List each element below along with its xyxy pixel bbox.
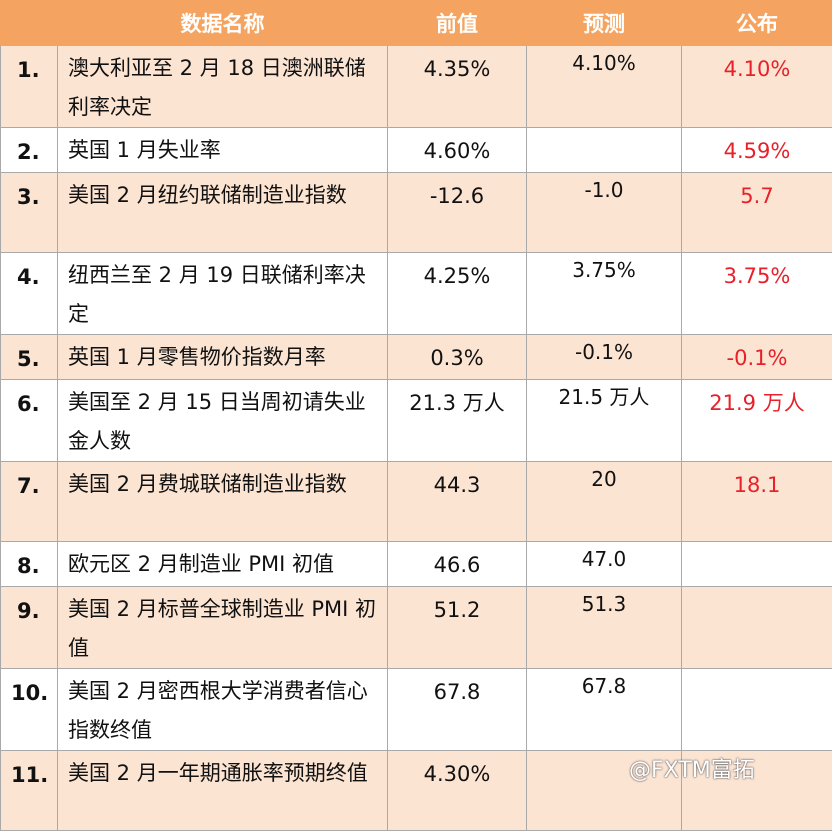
row-published	[682, 669, 832, 751]
row-published: -0.1%	[682, 335, 832, 380]
table-row: 10. 美国 2 月密西根大学消费者信心指数终值 67.8 67.8	[1, 669, 832, 751]
row-name: 美国 2 月标普全球制造业 PMI 初值	[58, 587, 388, 669]
table-row: 3. 美国 2 月纽约联储制造业指数 -12.6 -1.0 5.7	[1, 173, 832, 253]
row-forecast: 21.5 万人	[527, 380, 682, 462]
row-published	[682, 587, 832, 669]
row-prev: 4.35%	[388, 46, 527, 128]
row-forecast: 3.75%	[527, 253, 682, 335]
row-prev: 4.30%	[388, 751, 527, 831]
table-row: 4. 纽西兰至 2 月 19 日联储利率决定 4.25% 3.75% 3.75%	[1, 253, 832, 335]
row-prev: 51.2	[388, 587, 527, 669]
row-published: 4.10%	[682, 46, 832, 128]
row-prev: 67.8	[388, 669, 527, 751]
row-number: 2.	[1, 128, 58, 173]
row-prev: 0.3%	[388, 335, 527, 380]
row-name: 纽西兰至 2 月 19 日联储利率决定	[58, 253, 388, 335]
row-published: 18.1	[682, 462, 832, 542]
row-prev: 46.6	[388, 542, 527, 587]
row-name: 澳大利亚至 2 月 18 日澳洲联储利率决定	[58, 46, 388, 128]
row-published: 3.75%	[682, 253, 832, 335]
row-published: 21.9 万人	[682, 380, 832, 462]
row-prev: 4.60%	[388, 128, 527, 173]
row-prev: 4.25%	[388, 253, 527, 335]
row-prev: 44.3	[388, 462, 527, 542]
table-row: 6. 美国至 2 月 15 日当周初请失业金人数 21.3 万人 21.5 万人…	[1, 380, 832, 462]
row-forecast: 51.3	[527, 587, 682, 669]
header-forecast: 预测	[527, 1, 682, 46]
row-number: 8.	[1, 542, 58, 587]
row-name: 英国 1 月失业率	[58, 128, 388, 173]
table-row: 2. 英国 1 月失业率 4.60% 4.59%	[1, 128, 832, 173]
table-row: 7. 美国 2 月费城联储制造业指数 44.3 20 18.1	[1, 462, 832, 542]
table-row: 8. 欧元区 2 月制造业 PMI 初值 46.6 47.0	[1, 542, 832, 587]
row-name: 美国 2 月一年期通胀率预期终值	[58, 751, 388, 831]
row-number: 1.	[1, 46, 58, 128]
row-number: 10.	[1, 669, 58, 751]
row-number: 11.	[1, 751, 58, 831]
row-forecast: 4.10%	[527, 46, 682, 128]
row-number: 5.	[1, 335, 58, 380]
row-published	[682, 542, 832, 587]
header-prev: 前值	[388, 1, 527, 46]
header-index	[1, 1, 58, 46]
row-number: 3.	[1, 173, 58, 253]
row-name: 美国 2 月纽约联储制造业指数	[58, 173, 388, 253]
header-published: 公布	[682, 1, 832, 46]
row-name: 欧元区 2 月制造业 PMI 初值	[58, 542, 388, 587]
row-number: 6.	[1, 380, 58, 462]
row-name: 英国 1 月零售物价指数月率	[58, 335, 388, 380]
header-name: 数据名称	[58, 1, 388, 46]
row-published: 5.7	[682, 173, 832, 253]
row-forecast: -0.1%	[527, 335, 682, 380]
row-prev: -12.6	[388, 173, 527, 253]
row-published: 4.59%	[682, 128, 832, 173]
row-number: 9.	[1, 587, 58, 669]
table-row: 5. 英国 1 月零售物价指数月率 0.3% -0.1% -0.1%	[1, 335, 832, 380]
row-forecast: 47.0	[527, 542, 682, 587]
row-forecast: 20	[527, 462, 682, 542]
row-prev: 21.3 万人	[388, 380, 527, 462]
table-row: 9. 美国 2 月标普全球制造业 PMI 初值 51.2 51.3	[1, 587, 832, 669]
row-number: 4.	[1, 253, 58, 335]
table-header-row: 数据名称 前值 预测 公布	[1, 1, 832, 46]
row-forecast	[527, 128, 682, 173]
row-name: 美国 2 月密西根大学消费者信心指数终值	[58, 669, 388, 751]
row-forecast: 67.8	[527, 669, 682, 751]
fxtm-watermark: @FXTM富拓	[629, 752, 755, 784]
row-name: 美国至 2 月 15 日当周初请失业金人数	[58, 380, 388, 462]
row-forecast: -1.0	[527, 173, 682, 253]
table-row: 1. 澳大利亚至 2 月 18 日澳洲联储利率决定 4.35% 4.10% 4.…	[1, 46, 832, 128]
row-name: 美国 2 月费城联储制造业指数	[58, 462, 388, 542]
row-number: 7.	[1, 462, 58, 542]
